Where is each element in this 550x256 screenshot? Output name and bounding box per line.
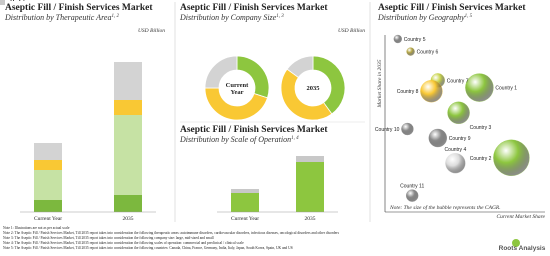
legend-label: Company Size 3 bbox=[0, 0, 37, 2]
legend-label: Therapeutic Area 2 bbox=[0, 0, 42, 2]
legend-label: Company Size 1 bbox=[0, 0, 37, 2]
legend-label: Therapeutic Area 4 bbox=[0, 0, 42, 2]
bar-segment bbox=[231, 189, 259, 193]
bar-segment bbox=[114, 62, 142, 100]
bar-segment bbox=[296, 162, 324, 212]
x-tick-label: 2035 bbox=[305, 216, 316, 222]
chart-subtitle: Distribution by Company Size1, 3 bbox=[179, 13, 284, 22]
subtitle-note: 1, 3 bbox=[276, 14, 284, 19]
unit-label: USD Billion bbox=[138, 28, 165, 34]
bar-segment bbox=[34, 160, 62, 170]
bubble-label: Country 9 bbox=[449, 136, 471, 142]
subtitle-text: Distribution by Scale of Operation bbox=[179, 135, 291, 144]
bar-segment bbox=[34, 143, 62, 160]
legend-swatch bbox=[0, 0, 5, 5]
subtitle-text: Distribution by Geography bbox=[377, 13, 465, 22]
bubble bbox=[406, 189, 419, 202]
donut-slice bbox=[286, 55, 314, 78]
legend-label: Scale of Operation 1 bbox=[0, 0, 46, 2]
bar-segment bbox=[114, 195, 142, 212]
donut-slice bbox=[280, 68, 333, 121]
bubble-label: Country 8 bbox=[397, 89, 419, 95]
bubble bbox=[445, 153, 466, 174]
bubble bbox=[401, 122, 414, 136]
chart-title: Aseptic Fill / Finish Services Market bbox=[180, 125, 328, 135]
bubble-label: Country 5 bbox=[404, 37, 426, 43]
bubble bbox=[493, 139, 530, 176]
donut-slice bbox=[312, 55, 346, 115]
subtitle-text: Distribution by Therapeutic Area bbox=[4, 13, 111, 22]
bubble bbox=[447, 101, 470, 124]
bubble-label: Country 1 bbox=[495, 86, 517, 92]
chart-title: Aseptic Fill / Finish Services Market bbox=[378, 3, 526, 13]
unit-label: USD Billion bbox=[338, 28, 365, 34]
chart-note: Note: The size of the bubble represents … bbox=[389, 204, 501, 211]
note: Note 5: The Aseptic Fill / Finish Servic… bbox=[3, 246, 293, 251]
donut-center-label: 2035 bbox=[307, 85, 321, 92]
chart-subtitle: Distribution by Therapeutic Area1, 2 bbox=[4, 13, 119, 22]
bubble bbox=[428, 128, 447, 148]
bar-segment bbox=[114, 100, 142, 115]
legend-label: Company Size 2 bbox=[0, 0, 37, 2]
logo-icon bbox=[512, 239, 520, 247]
chart-subtitle: Distribution by Scale of Operation1, 4 bbox=[179, 135, 299, 144]
x-tick-label: Current Year bbox=[231, 216, 259, 222]
y-axis-label: Market Share in 2035 bbox=[377, 59, 383, 108]
bubble-label: Country 10 bbox=[375, 127, 400, 133]
legend-label: Scale of Operation 2 bbox=[0, 0, 46, 2]
chart-subtitle: Distribution by Geography1, 5 bbox=[377, 13, 473, 22]
legend-label: Therapeutic Area 1 bbox=[0, 0, 42, 2]
x-tick-label: Current Year bbox=[34, 216, 62, 222]
bubble-label: Country 6 bbox=[417, 50, 439, 56]
chart-title: Aseptic Fill / Finish Services Market bbox=[180, 3, 328, 13]
bubble-label: Country 7 bbox=[447, 78, 469, 84]
subtitle-text: Distribution by Company Size bbox=[179, 13, 277, 22]
legend-label: Therapeutic Area 3 bbox=[0, 0, 42, 2]
bar-segment bbox=[34, 200, 62, 212]
bar-segment bbox=[296, 156, 324, 162]
bubble bbox=[465, 73, 494, 102]
bar-segment bbox=[231, 193, 259, 212]
x-axis-label: Current Market Share bbox=[497, 214, 546, 220]
x-tick-label: 2035 bbox=[123, 216, 134, 222]
bar-segment bbox=[34, 170, 62, 200]
chart-title: Aseptic Fill / Finish Services Market bbox=[5, 3, 153, 13]
subtitle-note: 1, 4 bbox=[291, 136, 299, 141]
note: Note 2: The Aseptic Fill / Finish Servic… bbox=[3, 231, 340, 236]
bubble-label: Country 11 bbox=[400, 184, 424, 190]
note: Note 4: The Aseptic Fill / Finish Servic… bbox=[3, 241, 244, 246]
note: Note 3: The Aseptic Fill / Finish Servic… bbox=[3, 236, 214, 241]
logo: Roots Analysis bbox=[499, 245, 546, 252]
bubble bbox=[420, 80, 443, 103]
bubble bbox=[393, 34, 402, 44]
donut-slice bbox=[204, 55, 238, 89]
note: Note 1: Illustrations are not as per act… bbox=[3, 226, 70, 230]
bubble-label: Country 3 bbox=[470, 125, 492, 131]
bubble-label: Country 4 bbox=[445, 147, 467, 153]
bar-segment bbox=[114, 115, 142, 195]
bubble bbox=[406, 47, 415, 56]
subtitle-note: 1, 2 bbox=[111, 14, 119, 19]
donut-center-label: Current Year bbox=[226, 82, 249, 96]
donut-slice bbox=[204, 87, 268, 121]
bubble-label: Country 2 bbox=[470, 156, 492, 162]
subtitle-note: 1, 5 bbox=[465, 14, 473, 19]
